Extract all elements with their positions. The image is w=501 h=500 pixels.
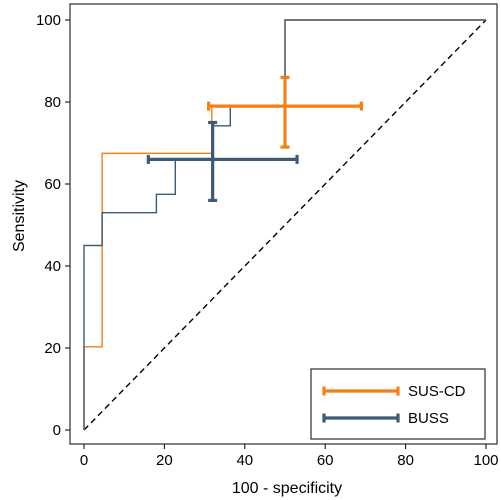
x-tick-label: 60: [317, 452, 334, 469]
legend-label-buss: BUSS: [408, 410, 449, 427]
y-tick-label: 80: [44, 94, 61, 111]
x-tick-label: 0: [80, 452, 88, 469]
legend: SUS-CD BUSS: [311, 369, 485, 439]
x-tick-label: 100: [473, 452, 498, 469]
x-axis-title: 100 - specificity: [232, 480, 342, 497]
legend-label-sus-cd: SUS-CD: [408, 383, 466, 400]
y-tick-label: 40: [44, 258, 61, 275]
x-tick-label: 40: [236, 452, 253, 469]
legend-box: [311, 369, 485, 439]
x-tick-label: 20: [156, 452, 173, 469]
y-tick-label: 60: [44, 176, 61, 193]
y-tick-label: 100: [36, 12, 61, 29]
y-tick-label: 20: [44, 340, 61, 357]
y-tick-label: 0: [53, 422, 61, 439]
y-axis-title: Sensitivity: [11, 180, 28, 252]
x-tick-label: 80: [397, 452, 414, 469]
